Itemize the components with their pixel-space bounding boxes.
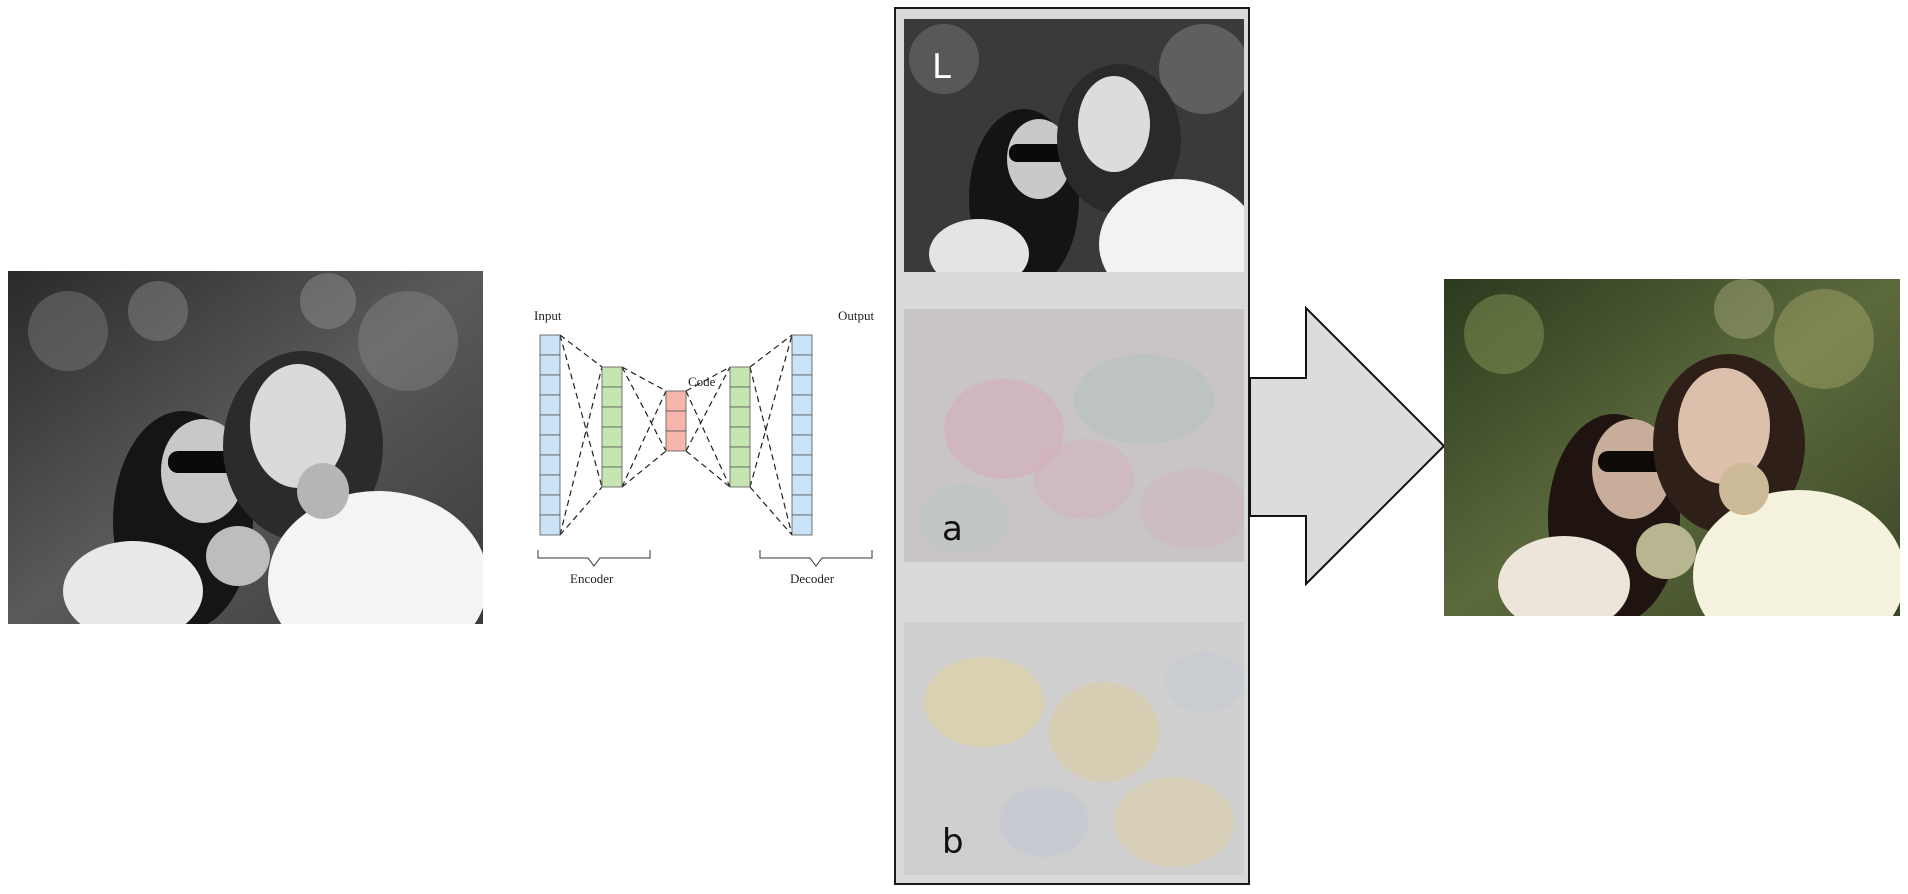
layer-unit: [791, 494, 813, 516]
connection-line: [749, 334, 793, 488]
l-channel-label: L: [932, 47, 951, 87]
decoder-label: Decoder: [790, 571, 835, 586]
layer-unit: [539, 514, 561, 536]
layer-unit: [729, 446, 751, 468]
connection-line: [685, 366, 731, 392]
connection-line: [749, 486, 793, 536]
output-layer: [791, 334, 813, 536]
layer-unit: [539, 474, 561, 496]
a-channel-image: a: [904, 309, 1244, 562]
layer-unit: [539, 354, 561, 376]
layer-unit: [601, 386, 623, 408]
layer-unit: [729, 466, 751, 488]
layer-unit: [791, 394, 813, 416]
grayscale-input-photo: [8, 271, 483, 624]
connection-lines: [559, 334, 793, 536]
output-label: Output: [838, 308, 875, 323]
layer-unit: [791, 434, 813, 456]
output-arrow: [1249, 306, 1446, 586]
input-label: Input: [534, 308, 562, 323]
connection-line: [685, 390, 731, 488]
connection-line: [621, 366, 667, 392]
layer-unit: [791, 334, 813, 356]
encoder-hidden-layer: [601, 366, 623, 488]
b-channel-label: b: [942, 822, 964, 862]
layer-unit: [665, 390, 687, 412]
connection-line: [621, 450, 667, 488]
layer-unit: [729, 406, 751, 428]
layer-unit: [791, 374, 813, 396]
layer-unit: [539, 494, 561, 516]
connection-line: [749, 366, 793, 536]
encoder-brace: [537, 550, 651, 567]
b-channel-image: b: [904, 622, 1244, 875]
code-layer: [665, 390, 687, 452]
a-channel-label: a: [942, 509, 963, 549]
layer-unit: [729, 426, 751, 448]
connection-line: [559, 334, 603, 488]
layer-unit: [791, 354, 813, 376]
layer-unit: [729, 386, 751, 408]
layer-unit: [791, 414, 813, 436]
connection-line: [559, 334, 603, 368]
connection-line: [685, 366, 731, 452]
layer-unit: [539, 434, 561, 456]
autoencoder-diagram: Input Output Code Encoder Decoder: [534, 308, 875, 586]
colorized-output-photo: [1444, 279, 1900, 616]
encoder-label: Encoder: [570, 571, 614, 586]
layer-unit: [601, 406, 623, 428]
layer-unit: [791, 514, 813, 536]
layer-unit: [665, 430, 687, 452]
layer-unit: [539, 334, 561, 356]
network-layers: [539, 334, 813, 536]
code-label: Code: [688, 374, 716, 389]
layer-unit: [665, 410, 687, 432]
layer-unit: [539, 414, 561, 436]
connection-line: [685, 450, 731, 488]
connection-line: [749, 334, 793, 368]
connection-line: [621, 390, 667, 488]
decoder-hidden-layer: [729, 366, 751, 488]
layer-unit: [539, 374, 561, 396]
layer-unit: [601, 446, 623, 468]
layer-unit: [791, 474, 813, 496]
layer-unit: [539, 454, 561, 476]
connection-line: [621, 366, 667, 452]
lab-channels-panel: L a b: [894, 7, 1250, 885]
layer-unit: [601, 366, 623, 388]
decoder-brace: [759, 550, 873, 567]
connection-line: [559, 366, 603, 536]
layer-unit: [791, 454, 813, 476]
input-layer: [539, 334, 561, 536]
layer-unit: [601, 466, 623, 488]
layer-unit: [729, 366, 751, 388]
l-channel-image: L: [904, 19, 1244, 272]
connection-line: [559, 486, 603, 536]
layer-unit: [539, 394, 561, 416]
layer-unit: [601, 426, 623, 448]
